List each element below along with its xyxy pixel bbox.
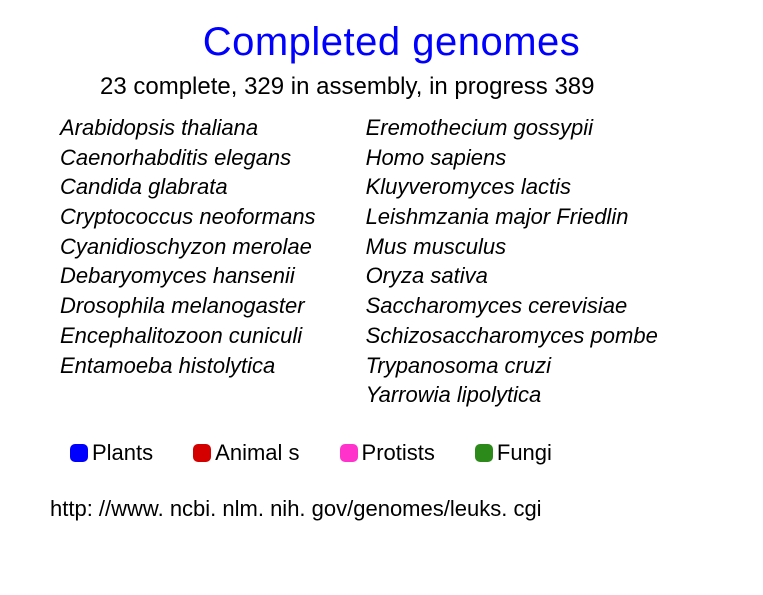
page-title: Completed genomes bbox=[60, 20, 723, 65]
legend-label: Fungi bbox=[497, 440, 552, 466]
legend-item-animals: Animal s bbox=[193, 440, 299, 466]
species-item: Leishmzania major Friedlin bbox=[366, 202, 658, 232]
swatch-icon bbox=[340, 444, 358, 462]
species-item: Candida glabrata bbox=[60, 172, 316, 202]
subtitle: 23 complete, 329 in assembly, in progres… bbox=[100, 73, 723, 101]
species-item: Caenorhabditis elegans bbox=[60, 143, 316, 173]
species-item: Schizosaccharomyces pombe bbox=[366, 321, 658, 351]
species-col-2: Eremothecium gossypii Homo sapiens Kluyv… bbox=[366, 113, 658, 410]
legend-label: Plants bbox=[92, 440, 153, 466]
species-item: Drosophila melanogaster bbox=[60, 291, 316, 321]
species-item: Yarrowia lipolytica bbox=[366, 380, 658, 410]
species-columns: Arabidopsis thaliana Caenorhabditis eleg… bbox=[60, 113, 723, 410]
species-item: Saccharomyces cerevisiae bbox=[366, 291, 658, 321]
species-item: Encephalitozoon cuniculi bbox=[60, 321, 316, 351]
legend: Plants Animal s Protists Fungi bbox=[70, 440, 723, 466]
species-item: Mus musculus bbox=[366, 232, 658, 262]
swatch-icon bbox=[475, 444, 493, 462]
species-item: Trypanosoma cruzi bbox=[366, 351, 658, 381]
source-url: http: //www. ncbi. nlm. nih. gov/genomes… bbox=[50, 496, 723, 522]
species-item: Entamoeba histolytica bbox=[60, 351, 316, 381]
legend-label: Protists bbox=[362, 440, 435, 466]
species-item: Eremothecium gossypii bbox=[366, 113, 658, 143]
legend-item-plants: Plants bbox=[70, 440, 153, 466]
species-item: Kluyveromyces lactis bbox=[366, 172, 658, 202]
species-item: Debaryomyces hansenii bbox=[60, 261, 316, 291]
species-item: Cyanidioschyzon merolae bbox=[60, 232, 316, 262]
species-item: Homo sapiens bbox=[366, 143, 658, 173]
species-item: Cryptococcus neoformans bbox=[60, 202, 316, 232]
legend-item-fungi: Fungi bbox=[475, 440, 552, 466]
species-item: Arabidopsis thaliana bbox=[60, 113, 316, 143]
swatch-icon bbox=[193, 444, 211, 462]
legend-item-protists: Protists bbox=[340, 440, 435, 466]
legend-label: Animal s bbox=[215, 440, 299, 466]
swatch-icon bbox=[70, 444, 88, 462]
species-col-1: Arabidopsis thaliana Caenorhabditis eleg… bbox=[60, 113, 316, 410]
species-item: Oryza sativa bbox=[366, 261, 658, 291]
